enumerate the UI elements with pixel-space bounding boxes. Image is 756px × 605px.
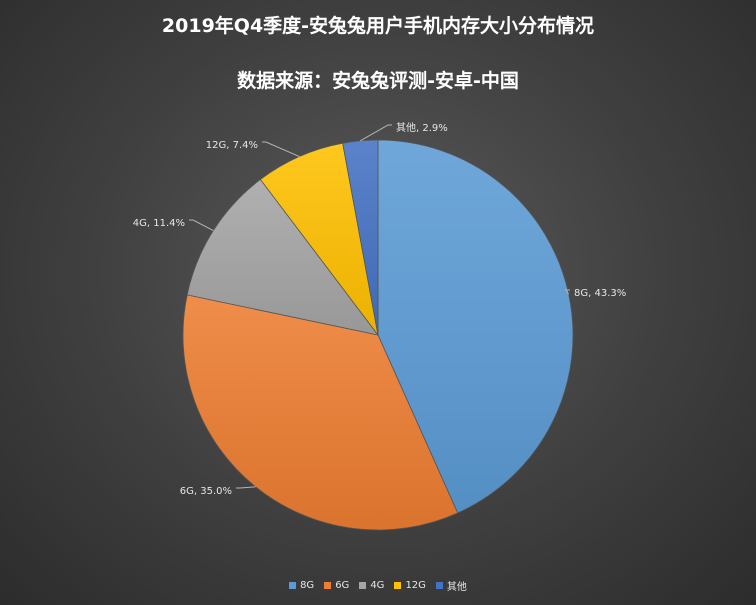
legend-label: 其他 xyxy=(446,582,467,593)
pie-slice-6G xyxy=(182,294,459,531)
leader-line xyxy=(189,219,214,231)
leader-line xyxy=(236,486,256,489)
legend-item: 12G xyxy=(394,578,426,593)
data-label: 6G, 35.0% xyxy=(180,486,232,497)
legend-swatch xyxy=(394,582,402,589)
legend-item: 其他 xyxy=(435,578,467,593)
legend-swatch xyxy=(324,582,332,589)
pie-slice-8G xyxy=(377,139,574,514)
legend-swatch xyxy=(359,582,367,589)
legend-item: 4G xyxy=(359,578,384,593)
data-label: 8G, 43.3% xyxy=(574,288,626,299)
data-label: 4G, 11.4% xyxy=(133,218,185,229)
legend-label: 8G xyxy=(300,580,315,591)
leader-line xyxy=(565,289,570,295)
leader-line xyxy=(360,124,392,142)
chart-title: 2019年Q4季度-安兔兔用户手机内存大小分布情况 xyxy=(161,15,595,37)
legend-label: 4G xyxy=(370,580,385,591)
legend-swatch xyxy=(289,582,297,589)
legend-item: 6G xyxy=(324,578,349,593)
legend-swatch xyxy=(435,582,443,589)
data-label: 12G, 7.4% xyxy=(206,140,258,151)
data-label: 其他, 2.9% xyxy=(396,121,448,134)
chart-subtitle: 数据来源：安兔兔评测-安卓-中国 xyxy=(237,70,519,92)
legend: 8G 6G 4G 12G 其他 xyxy=(0,578,756,593)
pie-slice-4G xyxy=(186,178,379,336)
legend-label: 12G xyxy=(405,580,426,591)
legend-item: 8G xyxy=(289,578,314,593)
leader-line xyxy=(262,141,300,157)
legend-label: 6G xyxy=(335,580,350,591)
